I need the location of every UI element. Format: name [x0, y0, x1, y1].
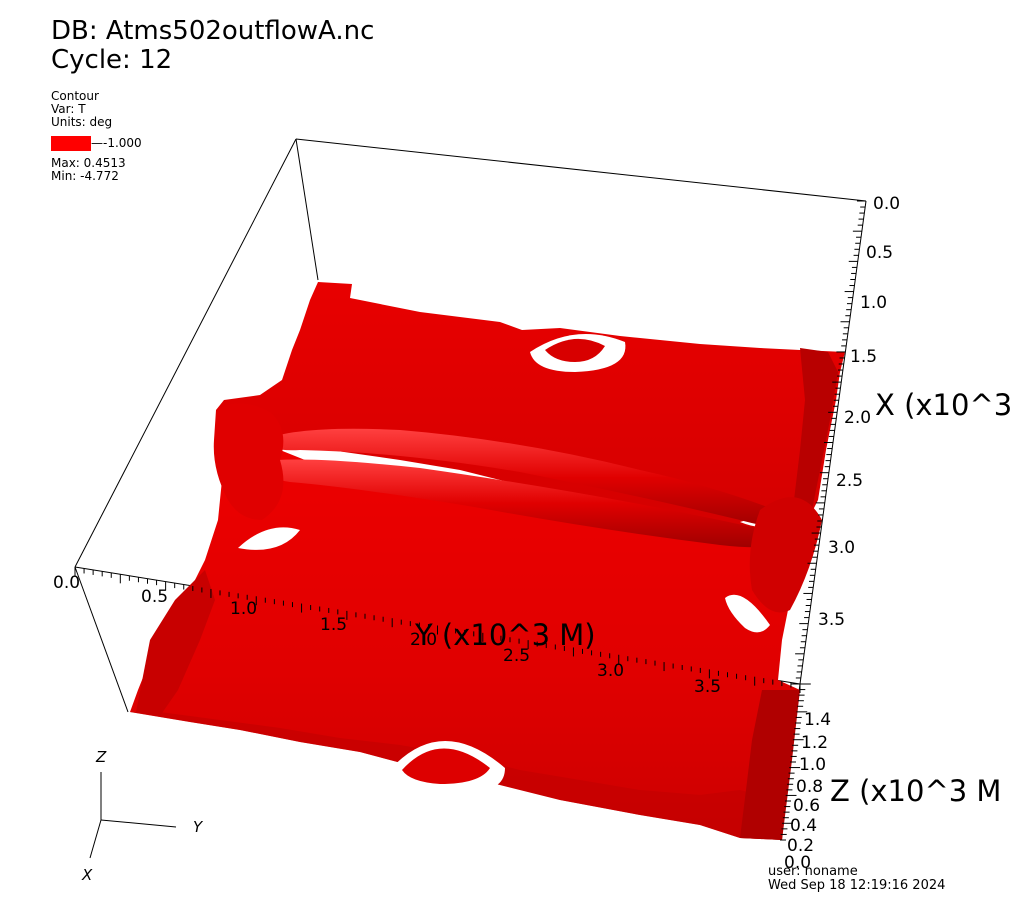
z-tick-5: 0.4	[790, 816, 817, 836]
x-tick-7: 3.5	[818, 610, 845, 630]
z-tick-6: 0.2	[787, 836, 814, 856]
surface-front-face	[130, 712, 782, 840]
x-axis: 0.0 0.5 1.0 1.5 2.0 2.5 3.0 3.5 X (x10^3	[791, 194, 1012, 685]
y-tick-2: 1.0	[230, 599, 257, 619]
x-tick-5: 2.5	[836, 471, 863, 491]
legend-units: Units: deg	[51, 115, 113, 129]
y-tick-3: 1.5	[320, 615, 347, 635]
bbox-back-vertical-edge	[295, 138, 319, 281]
surface-tube-upper	[262, 428, 800, 527]
surface-tube-lower	[258, 459, 798, 548]
surface-near-dome	[402, 748, 490, 784]
y-tick-6: 3.0	[597, 661, 624, 681]
z-tick-3: 0.8	[796, 777, 823, 797]
z-tick-2: 1.0	[799, 755, 826, 775]
y-tick-5: 2.5	[503, 646, 530, 666]
z-axis-title: Z (x10^3 M	[830, 774, 1001, 808]
triad-y-label: Y	[193, 818, 204, 836]
x-tick-0: 0.0	[873, 194, 900, 214]
y-axis-title: Y (x10^3 M)	[414, 618, 596, 652]
z-tick-1: 1.2	[801, 733, 828, 753]
y-tick-7: 3.5	[694, 677, 721, 697]
surface-far-dome	[545, 338, 605, 362]
database-title: DB: Atms502outflowA.nc	[51, 16, 375, 46]
triad-x-label: X	[81, 866, 93, 884]
y-tick-1: 0.5	[141, 587, 168, 607]
legend-level-value: -1.000	[103, 136, 142, 150]
z-tick-4: 0.6	[793, 796, 820, 816]
legend-variable: Var: T	[51, 102, 86, 116]
surface-left-blob	[213, 403, 284, 520]
x-tick-2: 1.0	[860, 293, 887, 313]
z-tick-7: 0.0	[784, 853, 811, 873]
surface-left-strip	[136, 570, 215, 716]
legend-color-swatch	[51, 136, 91, 151]
z-axis: 1.4 1.2 1.0 0.8 0.6 0.4 0.2 0.0 Z (x10^3…	[780, 683, 1001, 873]
y-tick-0: 0.0	[53, 573, 80, 593]
y-axis: 0.0 0.5 1.0 1.5 2.0 2.5 3.0 3.5 Y (x10^3…	[53, 567, 801, 697]
x-tick-6: 3.0	[828, 538, 855, 558]
surface-hole-right	[725, 594, 770, 633]
surface-far-slab	[216, 282, 845, 530]
bbox-top-left-edge	[74, 138, 297, 568]
legend-plot-type: Contour	[51, 89, 99, 103]
legend-max: Max: 0.4513	[51, 156, 126, 170]
x-tick-4: 2.0	[844, 408, 871, 428]
legend-level-label: —-1.000	[91, 136, 142, 150]
surface-hole-left	[238, 527, 300, 550]
cycle-label: Cycle: 12	[51, 45, 173, 75]
z-tick-0: 1.4	[804, 710, 831, 730]
surface-right-wall-lower	[740, 690, 800, 840]
y-tick-4: 2.0	[410, 630, 437, 650]
orientation-triad: Z Y X	[81, 748, 204, 884]
surface-right-blob	[749, 497, 822, 613]
bbox-top-back-edge	[295, 138, 867, 202]
x-tick-1: 0.5	[866, 243, 893, 263]
user-label: user: noname	[768, 864, 858, 879]
triad-x-line	[89, 819, 102, 859]
date-label: Wed Sep 18 12:19:16 2024	[768, 878, 946, 893]
triad-z-label: Z	[95, 748, 107, 766]
bbox-left-vertical-edge	[74, 566, 129, 713]
triad-y-line	[100, 819, 177, 828]
isosurface	[130, 282, 845, 840]
surface-right-wall	[790, 348, 838, 545]
x-tick-3: 1.5	[850, 347, 877, 367]
legend-min: Min: -4.772	[51, 169, 119, 183]
x-axis-title: X (x10^3	[875, 388, 1012, 422]
